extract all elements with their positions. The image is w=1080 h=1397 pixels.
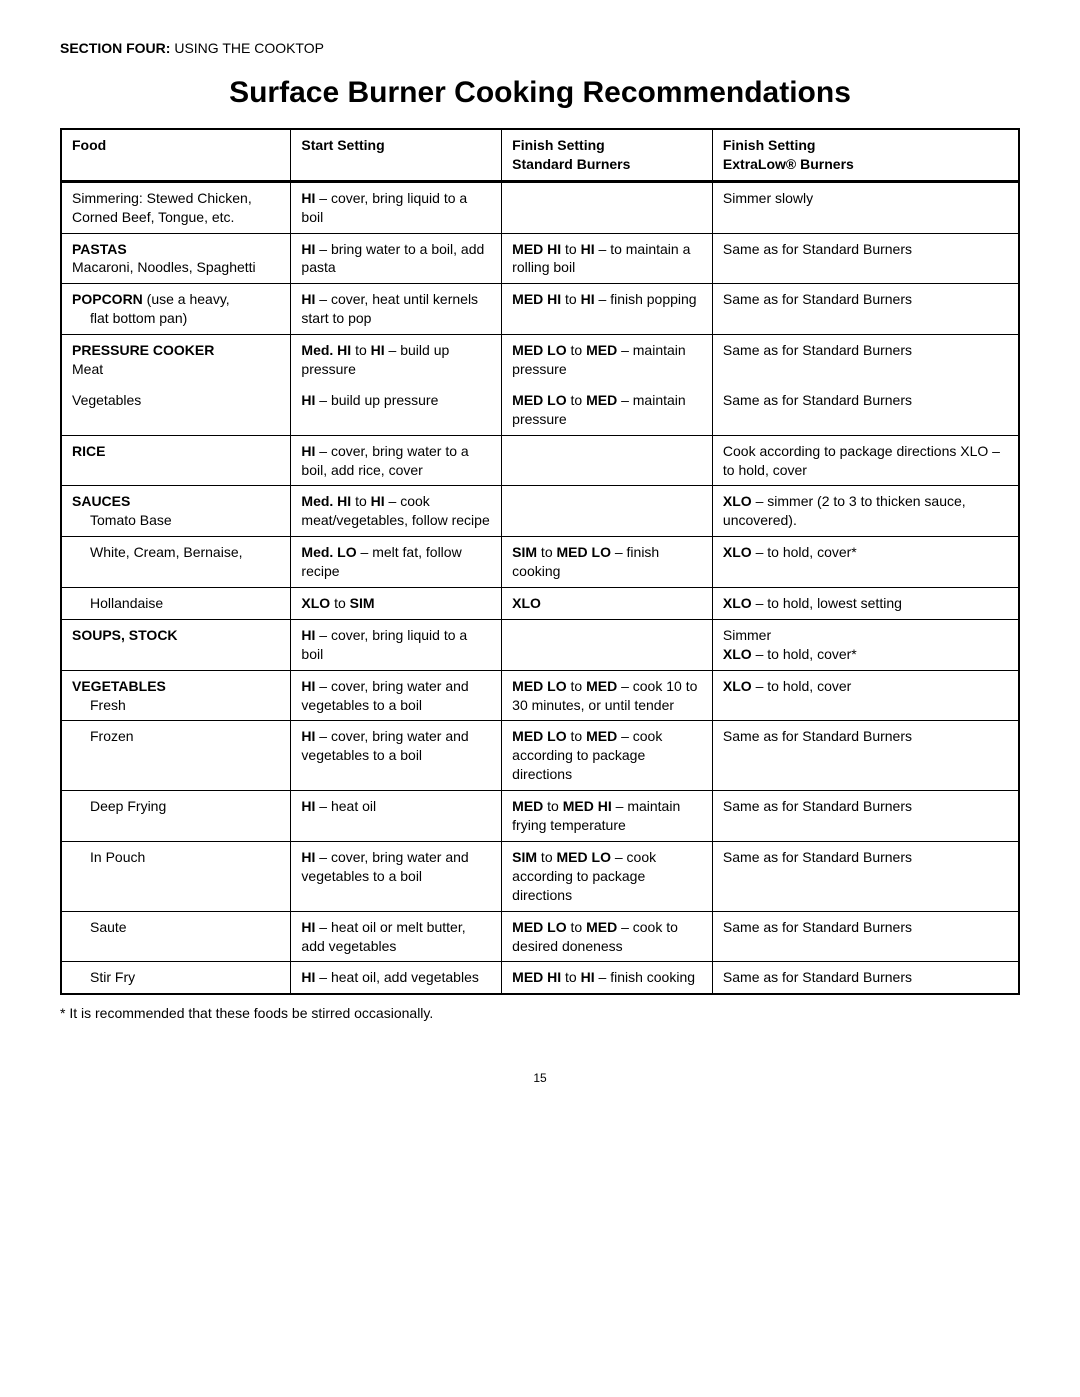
col-finish-xlo: Finish Setting ExtraLow® Burners [712,129,1019,181]
table-header-row: Food Start Setting Finish Setting Standa… [61,129,1019,181]
cell-food: POPCORN (use a heavy,flat bottom pan) [61,284,291,335]
cell-finish-xlo: Cook according to package directions XLO… [712,435,1019,486]
cell-finish-std: MED LO to MED – cook according to packag… [502,721,713,791]
cell-finish-std: MED HI to HI – finish popping [502,284,713,335]
table-row: PASTASMacaroni, Noodles, SpaghettiHI – b… [61,233,1019,284]
table-row: Simmering: Stewed Chicken, Corned Beef, … [61,181,1019,233]
cell-finish-xlo: XLO – to hold, cover* [712,537,1019,588]
section-label-bold: SECTION FOUR: [60,40,170,56]
cell-finish-std: MED HI to HI – finish cooking [502,962,713,994]
cell-finish-std: MED LO to MED – cook to desired doneness [502,911,713,962]
cell-finish-xlo: Same as for Standard Burners [712,791,1019,842]
cell-start: HI – cover, bring liquid to a boil [291,181,502,233]
table-row: SAUCESTomato BaseMed. HI to HI – cook me… [61,486,1019,537]
cell-food: Hollandaise [61,588,291,620]
cell-finish-xlo: Same as for Standard Burners [712,284,1019,335]
cell-finish-std: MED LO to MED – maintain pressure [502,335,713,385]
cell-finish-xlo: SimmerXLO – to hold, cover* [712,619,1019,670]
cell-finish-xlo: Same as for Standard Burners [712,962,1019,994]
cell-finish-std: SIM to MED LO – finish cooking [502,537,713,588]
cell-food: PASTASMacaroni, Noodles, Spaghetti [61,233,291,284]
cell-finish-xlo: Same as for Standard Burners [712,911,1019,962]
footnote: * It is recommended that these foods be … [60,1005,1020,1021]
table-row: VEGETABLESFreshHI – cover, bring water a… [61,670,1019,721]
cell-finish-std: MED to MED HI – maintain frying temperat… [502,791,713,842]
recommendations-table: Food Start Setting Finish Setting Standa… [60,128,1020,995]
page-title: Surface Burner Cooking Recommendations [60,76,1020,110]
cell-food: RICE [61,435,291,486]
cell-finish-xlo: Same as for Standard Burners [712,335,1019,385]
cell-finish-xlo: XLO – to hold, cover [712,670,1019,721]
table-row: SOUPS, STOCKHI – cover, bring liquid to … [61,619,1019,670]
table-row: RICEHI – cover, bring water to a boil, a… [61,435,1019,486]
cell-start: HI – cover, bring water and vegetables t… [291,670,502,721]
cell-start: Med. HI to HI – build up pressure [291,335,502,385]
table-row: Stir FryHI – heat oil, add vegetablesMED… [61,962,1019,994]
table-row: VegetablesHI – build up pressureMED LO t… [61,385,1019,435]
col-food: Food [61,129,291,181]
cell-finish-xlo: XLO – to hold, lowest setting [712,588,1019,620]
cell-finish-xlo: Simmer slowly [712,181,1019,233]
cell-finish-std [502,435,713,486]
table-row: POPCORN (use a heavy,flat bottom pan)HI … [61,284,1019,335]
cell-finish-std: MED HI to HI – to maintain a rolling boi… [502,233,713,284]
cell-finish-std: MED LO to MED – maintain pressure [502,385,713,435]
cell-food: Frozen [61,721,291,791]
table-row: HollandaiseXLO to SIMXLOXLO – to hold, l… [61,588,1019,620]
cell-finish-std: MED LO to MED – cook 10 to 30 minutes, o… [502,670,713,721]
table-row: Deep FryingHI – heat oilMED to MED HI – … [61,791,1019,842]
cell-start: HI – cover, bring water to a boil, add r… [291,435,502,486]
section-label-rest: USING THE COOKTOP [170,40,324,56]
cell-start: Med. LO – melt fat, follow recipe [291,537,502,588]
cell-food: Deep Frying [61,791,291,842]
cell-food: VEGETABLESFresh [61,670,291,721]
cell-start: HI – cover, bring liquid to a boil [291,619,502,670]
cell-finish-std [502,619,713,670]
cell-start: HI – cover, bring water and vegetables t… [291,721,502,791]
cell-food: Simmering: Stewed Chicken, Corned Beef, … [61,181,291,233]
cell-start: HI – cover, bring water and vegetables t… [291,841,502,911]
cell-food: SAUCESTomato Base [61,486,291,537]
cell-food: PRESSURE COOKERMeat [61,335,291,385]
cell-finish-std: XLO [502,588,713,620]
table-row: In PouchHI – cover, bring water and vege… [61,841,1019,911]
page-number: 15 [60,1071,1020,1085]
cell-start: Med. HI to HI – cook meat/vegetables, fo… [291,486,502,537]
cell-food: In Pouch [61,841,291,911]
cell-finish-xlo: Same as for Standard Burners [712,385,1019,435]
cell-start: HI – cover, heat until kernels start to … [291,284,502,335]
cell-food: Stir Fry [61,962,291,994]
cell-finish-xlo: Same as for Standard Burners [712,233,1019,284]
col-start: Start Setting [291,129,502,181]
cell-finish-xlo: XLO – simmer (2 to 3 to thicken sauce, u… [712,486,1019,537]
section-header: SECTION FOUR: USING THE COOKTOP [60,40,1020,56]
cell-start: XLO to SIM [291,588,502,620]
table-row: PRESSURE COOKERMeatMed. HI to HI – build… [61,335,1019,385]
table-row: SauteHI – heat oil or melt butter, add v… [61,911,1019,962]
cell-start: HI – build up pressure [291,385,502,435]
cell-food: Saute [61,911,291,962]
table-row: White, Cream, Bernaise,Med. LO – melt fa… [61,537,1019,588]
cell-start: HI – bring water to a boil, add pasta [291,233,502,284]
cell-food: White, Cream, Bernaise, [61,537,291,588]
cell-finish-xlo: Same as for Standard Burners [712,721,1019,791]
cell-finish-xlo: Same as for Standard Burners [712,841,1019,911]
table-row: FrozenHI – cover, bring water and vegeta… [61,721,1019,791]
col-finish-std: Finish Setting Standard Burners [502,129,713,181]
cell-finish-std [502,181,713,233]
cell-start: HI – heat oil, add vegetables [291,962,502,994]
cell-start: HI – heat oil [291,791,502,842]
cell-finish-std [502,486,713,537]
cell-food: SOUPS, STOCK [61,619,291,670]
cell-finish-std: SIM to MED LO – cook according to packag… [502,841,713,911]
cell-start: HI – heat oil or melt butter, add vegeta… [291,911,502,962]
cell-food: Vegetables [61,385,291,435]
